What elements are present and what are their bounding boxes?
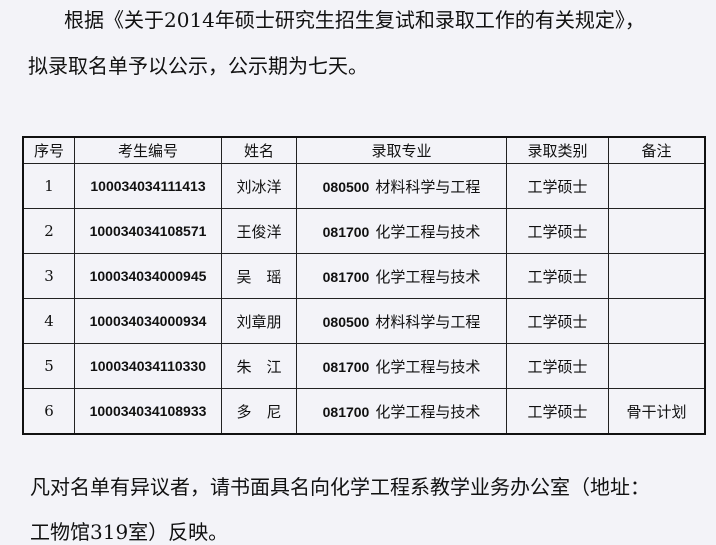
cell-id: 100034034108571 [74, 208, 222, 254]
table-row: 5 100034034110330 朱 江 081700 化学工程与技术 工学硕士 [22, 343, 706, 389]
admission-table: 序号 考生编号 姓名 录取专业 录取类别 备注 1 100034034111413… [22, 136, 706, 435]
cell-id: 100034034108933 [74, 388, 222, 435]
cell-type: 工学硕士 [506, 343, 609, 389]
header-type: 录取类别 [506, 136, 609, 164]
cell-type: 工学硕士 [506, 208, 609, 254]
cell-note [608, 208, 706, 254]
cell-name: 吴 瑶 [221, 253, 297, 299]
cell-type: 工学硕士 [506, 298, 609, 344]
cell-name: 朱 江 [221, 343, 297, 389]
major-name: 化学工程与技术 [375, 402, 481, 421]
major-name: 材料科学与工程 [375, 177, 481, 196]
header-id: 考生编号 [74, 136, 222, 164]
cell-name: 多 尼 [221, 388, 297, 435]
cell-major: 081700 化学工程与技术 [296, 343, 507, 389]
major-name: 化学工程与技术 [375, 357, 481, 376]
cell-type: 工学硕士 [506, 163, 609, 209]
cell-major: 081700 化学工程与技术 [296, 253, 507, 299]
table-row: 1 100034034111413 刘冰洋 080500 材料科学与工程 工学硕士 [22, 163, 706, 209]
header-name: 姓名 [221, 136, 297, 164]
intro-line-1: 根据《关于2014年硕士研究生招生复试和录取工作的有关规定》， [64, 8, 645, 32]
cell-name: 王俊洋 [221, 208, 297, 254]
cell-no: 3 [22, 253, 75, 299]
cell-major: 080500 材料科学与工程 [296, 298, 507, 344]
cell-major: 081700 化学工程与技术 [296, 388, 507, 435]
intro-line-2: 拟录取名单予以公示，公示期为七天。 [28, 54, 368, 78]
cell-note [608, 253, 706, 299]
cell-major: 080500 材料科学与工程 [296, 163, 507, 209]
table-row: 4 100034034000934 刘章朋 080500 材料科学与工程 工学硕士 [22, 298, 706, 344]
cell-major: 081700 化学工程与技术 [296, 208, 507, 254]
cell-id: 100034034110330 [74, 343, 222, 389]
major-code: 080500 [322, 178, 370, 195]
major-name: 化学工程与技术 [375, 267, 481, 286]
table-row: 3 100034034000945 吴 瑶 081700 化学工程与技术 工学硕士 [22, 253, 706, 299]
table-row: 2 100034034108571 王俊洋 081700 化学工程与技术 工学硕士 [22, 208, 706, 254]
cell-no: 4 [22, 298, 75, 344]
cell-type: 工学硕士 [506, 253, 609, 299]
major-name: 材料科学与工程 [375, 312, 481, 331]
cell-id: 100034034000934 [74, 298, 222, 344]
cell-type: 工学硕士 [506, 388, 609, 435]
cell-note [608, 343, 706, 389]
table-row: 6 100034034108933 多 尼 081700 化学工程与技术 工学硕士 骨干计划 [22, 388, 706, 435]
major-code: 081700 [322, 268, 370, 285]
header-note: 备注 [608, 136, 706, 164]
cell-no: 1 [22, 163, 75, 209]
footer-line-2: 工物馆319室）反映。 [30, 520, 229, 544]
cell-id: 100034034000945 [74, 253, 222, 299]
header-no: 序号 [22, 136, 75, 164]
cell-no: 6 [22, 388, 75, 435]
footer-line-1: 凡对名单有异议者，请书面具名向化学工程系教学业务办公室（地址： [30, 475, 650, 499]
cell-note: 骨干计划 [608, 388, 706, 435]
table-header-row: 序号 考生编号 姓名 录取专业 录取类别 备注 [22, 136, 706, 164]
cell-name: 刘冰洋 [221, 163, 297, 209]
header-major: 录取专业 [296, 136, 507, 164]
cell-no: 2 [22, 208, 75, 254]
major-code: 081700 [322, 223, 370, 240]
cell-name: 刘章朋 [221, 298, 297, 344]
cell-note [608, 298, 706, 344]
major-code: 081700 [322, 403, 370, 420]
major-code: 080500 [322, 313, 370, 330]
cell-note [608, 163, 706, 209]
major-name: 化学工程与技术 [375, 222, 481, 241]
cell-no: 5 [22, 343, 75, 389]
major-code: 081700 [322, 358, 370, 375]
cell-id: 100034034111413 [74, 163, 222, 209]
